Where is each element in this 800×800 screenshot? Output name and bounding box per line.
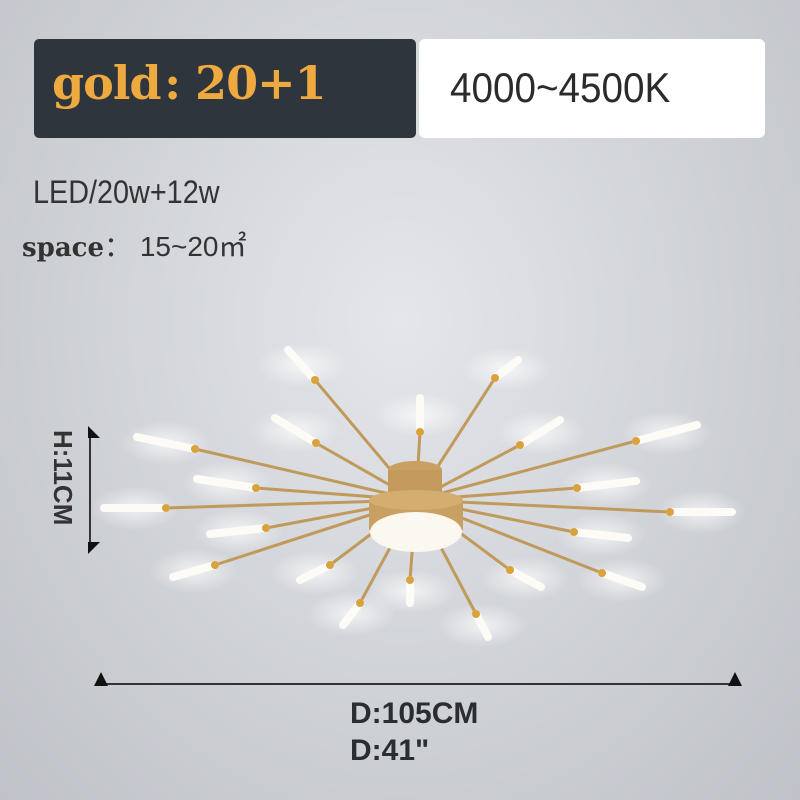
color-temp-panel (419, 39, 765, 138)
led-rod (491, 356, 522, 382)
led-rod (284, 346, 319, 384)
led-rod (472, 610, 492, 641)
arm-joint (516, 441, 524, 449)
arm-joint (406, 576, 414, 584)
arm-joint (666, 508, 674, 516)
led-rod (169, 561, 219, 581)
led-rod (573, 477, 640, 492)
space-value: ： 15~20㎡ (104, 231, 247, 262)
arm-joint (211, 561, 219, 569)
diameter-cm-label: D:105CM (350, 697, 479, 730)
led-rod (570, 528, 632, 542)
arm-joint (262, 524, 270, 532)
diameter-inch-label: D:41" (350, 734, 430, 767)
diameter-dimension-line (94, 672, 742, 686)
arm-joint (506, 566, 514, 574)
led-rod (632, 421, 701, 445)
variant-panel (34, 39, 416, 138)
led-rod (133, 433, 199, 453)
arm-joint (326, 561, 334, 569)
led-rod (206, 524, 270, 538)
color-temperature: 4000~4500K (450, 64, 671, 111)
lamp-arm (415, 439, 637, 502)
power-spec: LED/20w+12w (33, 174, 220, 210)
led-rod (296, 561, 334, 584)
led-rod (193, 475, 260, 492)
arm-joint (356, 599, 364, 607)
height-label: H:11CM (48, 430, 78, 526)
arm-joint (162, 504, 170, 512)
arm-joint (311, 376, 319, 384)
led-rod (339, 599, 364, 629)
variant-label: gold : 20+1 (52, 56, 327, 110)
lamp-arm (194, 447, 417, 502)
arm-joint (570, 528, 578, 536)
led-rod (271, 414, 320, 447)
height-dimension-line (88, 426, 100, 554)
space-spec: space： 15~20㎡ (22, 225, 246, 265)
space-label: space (22, 233, 105, 263)
arm-joint (472, 610, 480, 618)
lamp-body (369, 461, 463, 552)
led-rod (506, 566, 545, 591)
arm-joint (416, 428, 424, 436)
led-rod (598, 569, 646, 591)
arm-joint (632, 437, 640, 445)
arm-joint (598, 569, 606, 577)
arm-joint (312, 439, 320, 447)
arm-joint (252, 484, 260, 492)
arm-joint (573, 484, 581, 492)
arm-joint (191, 445, 199, 453)
led-rod (516, 416, 564, 449)
arm-joint (491, 374, 499, 382)
